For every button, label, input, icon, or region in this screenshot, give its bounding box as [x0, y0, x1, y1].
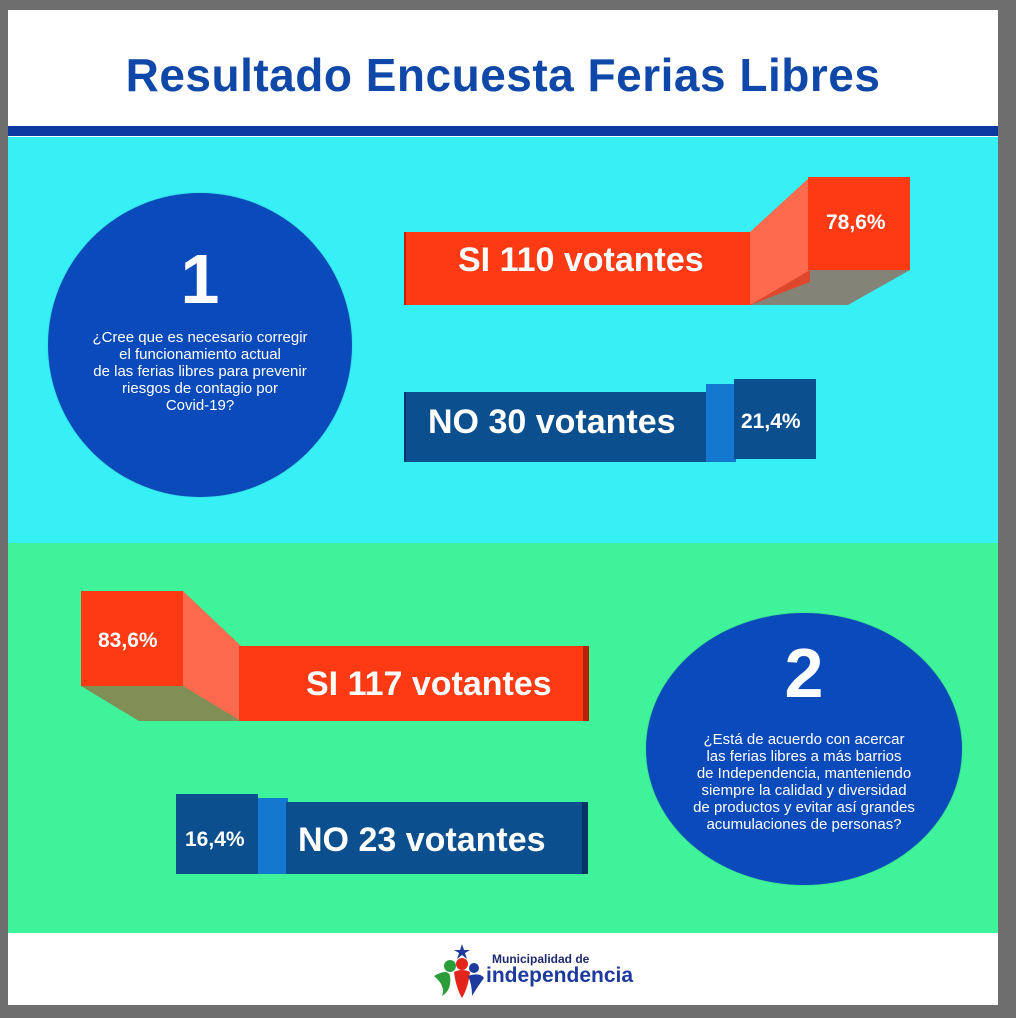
q2-no-percent: 16,4%: [185, 828, 245, 851]
family-logo-icon: [434, 944, 484, 998]
q2-si-bar: [81, 591, 589, 721]
question-1-circle: 1 ¿Cree que es necesario corregir el fun…: [48, 193, 352, 497]
q2-no-label: NO 23 votantes: [298, 821, 546, 859]
infographic-frame: Resultado Encuesta Ferias Libres 1 ¿Cre: [8, 10, 998, 1005]
question-2-number: 2: [784, 634, 824, 712]
municipality-logo: Municipalidad de independencia: [428, 942, 668, 1002]
q2-no-bar-front: [286, 802, 584, 874]
question-1-text: ¿Cree que es necesario corregir el funci…: [92, 329, 308, 414]
q2-no-bar: [176, 794, 588, 874]
q2-si-percent: 83,6%: [98, 629, 158, 652]
question-2-text: ¿Está de acuerdo con acercar las ferias …: [693, 731, 915, 833]
q2-si-pct-block: [81, 591, 183, 686]
question-1-number: 1: [180, 240, 220, 318]
q2-no-pct-block: [176, 794, 258, 874]
footer: Municipalidad de independencia: [8, 933, 998, 1005]
q2-si-label: SI 117 votantes: [306, 665, 552, 703]
question-1-chart: [404, 177, 910, 462]
q1-si-bar: [404, 177, 910, 305]
q1-no-pct-block: [734, 379, 816, 459]
q1-si-percent: 78,6%: [826, 211, 886, 234]
q1-no-label: NO 30 votantes: [428, 403, 676, 441]
title-divider: [8, 126, 998, 136]
q2-no-bar-fold: [258, 798, 288, 874]
q1-si-pct-block: [808, 177, 910, 270]
question-2-chart: [81, 591, 589, 874]
q1-si-label: SI 110 votantes: [458, 241, 704, 279]
q1-si-bar-fold: [750, 177, 810, 305]
q2-si-bar-fold: [183, 591, 241, 721]
question-2-circle: 2 ¿Está de acuerdo con acercar las feria…: [646, 613, 962, 885]
q1-no-bar-fold: [706, 384, 736, 462]
q1-no-percent: 21,4%: [741, 410, 801, 433]
q1-si-bar-front: [406, 232, 752, 305]
question-2-section: 2 ¿Está de acuerdo con acercar las feria…: [8, 543, 998, 933]
page-title: Resultado Encuesta Ferias Libres: [125, 49, 881, 101]
q2-si-bar-front: [239, 646, 585, 721]
logo-text-small: Municipalidad de: [492, 952, 590, 966]
question-1-section: 1 ¿Cree que es necesario corregir el fun…: [8, 137, 998, 543]
q1-no-bar: [404, 379, 816, 462]
logo-text-big: independencia: [486, 964, 634, 987]
q1-no-bar-front: [406, 392, 708, 462]
